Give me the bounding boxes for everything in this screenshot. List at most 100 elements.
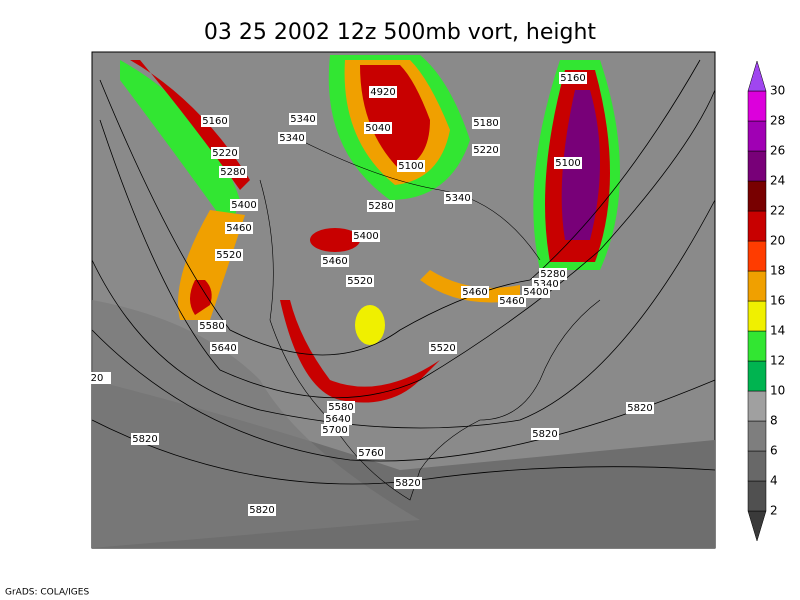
- contour-label: 5340: [290, 114, 315, 125]
- contour-label: 5580: [199, 321, 224, 332]
- contour-label-box: [364, 122, 392, 134]
- contour-label: 5180: [473, 118, 498, 129]
- contour-label-box: [429, 342, 457, 354]
- contour-label-box: [198, 320, 226, 332]
- contour-label-box: [230, 199, 258, 211]
- contour-label: 5520: [216, 250, 241, 261]
- contour-label-box: [444, 192, 472, 204]
- colorbar-box: [747, 180, 767, 212]
- contour-label: 5280: [540, 269, 565, 280]
- contour-label: 5460: [462, 287, 487, 298]
- contour-label: 5640: [325, 414, 350, 425]
- colorbar-label: 20: [770, 234, 785, 248]
- colorbar-label: 18: [770, 264, 785, 278]
- contour-label-box: [346, 275, 374, 287]
- contour-label: 5820: [532, 429, 557, 440]
- contour-label: 5520: [430, 343, 455, 354]
- contour-label-box: [131, 433, 159, 445]
- colorbar-box: [747, 120, 767, 152]
- colorbar-label: 12: [770, 354, 785, 368]
- contour-label: 5160: [560, 73, 585, 84]
- coastlines: [259, 139, 601, 501]
- contour-label: 5220: [212, 148, 237, 159]
- contour-label-box: [472, 117, 500, 129]
- vort-band: [280, 300, 440, 403]
- map: 5160522052805400546055205580564020534053…: [83, 51, 716, 549]
- colorbar-box: [747, 390, 767, 422]
- contour-label: 5400: [523, 287, 548, 298]
- contour-label-box: [289, 113, 317, 125]
- contour-label-box: [472, 144, 500, 156]
- colorbar-box: [747, 210, 767, 242]
- contour-label: 5400: [353, 231, 378, 242]
- contour-label: 5700: [322, 425, 347, 436]
- contour-label-box: [278, 132, 306, 144]
- contour-label: 5280: [368, 201, 393, 212]
- colorbar-label: 14: [770, 324, 785, 338]
- vort-band: [120, 60, 240, 230]
- contour-label: 5100: [398, 161, 423, 172]
- height-contours: [91, 59, 716, 485]
- contour-label-box: [352, 230, 380, 242]
- footer: GrADS: COLA/IGES: [5, 588, 89, 598]
- contour-label-box: [626, 402, 654, 414]
- field-shade: [92, 300, 420, 548]
- contour-label-box: [210, 342, 238, 354]
- contour-label: 5100: [555, 158, 580, 169]
- contour-label: 5760: [358, 448, 383, 459]
- vort-band: [310, 228, 360, 252]
- contour-label-box: [324, 413, 352, 425]
- contour-label: 5460: [322, 256, 347, 267]
- contour-label: 4920: [370, 87, 395, 98]
- contour-label-box: [461, 286, 489, 298]
- colorbar-label: 30: [770, 84, 785, 98]
- colorbar-label: 4: [770, 474, 778, 488]
- contour-label-box: [321, 255, 349, 267]
- title: 03 25 2002 12z 500mb vort, height: [204, 20, 597, 45]
- contour-label-box: [531, 428, 559, 440]
- contour-label: 5160: [202, 116, 227, 127]
- colorbar-box: [747, 300, 767, 332]
- colorbar-end: [747, 510, 767, 542]
- vort-band: [355, 305, 385, 345]
- colorbar-label: 8: [770, 414, 778, 428]
- contour-label: 5340: [279, 133, 304, 144]
- contour-label-box: [367, 200, 395, 212]
- contour-label: 5340: [445, 193, 470, 204]
- colorbar-end: [747, 60, 767, 92]
- contour-label: 5460: [226, 223, 251, 234]
- contour-label-box: [248, 504, 276, 516]
- contour-label: 5520: [347, 276, 372, 287]
- colorbar-label: 6: [770, 444, 778, 458]
- colorbar-box: [747, 450, 767, 482]
- contour-label-box: [394, 477, 422, 489]
- colorbar-label: 24: [770, 174, 785, 188]
- contour-label: 20: [91, 373, 104, 384]
- contour-label-box: [369, 86, 397, 98]
- contour-label-box: [83, 372, 111, 384]
- contour-label: 5640: [211, 343, 236, 354]
- contour-label-box: [225, 222, 253, 234]
- contour-label-box: [357, 447, 385, 459]
- contour-label-box: [321, 424, 349, 436]
- colorbar-box: [747, 360, 767, 392]
- contour-label: 5220: [473, 145, 498, 156]
- contour-label: 5460: [499, 296, 524, 307]
- contour-label-box: [219, 166, 247, 178]
- contour-label: 5820: [249, 505, 274, 516]
- contour-label: 5280: [220, 167, 245, 178]
- contour-label: 5580: [328, 402, 353, 413]
- contour-label-box: [539, 268, 567, 280]
- contour-label-box: [397, 160, 425, 172]
- contour-label: 5820: [395, 478, 420, 489]
- contour-label: 5820: [132, 434, 157, 445]
- colorbar-label: 10: [770, 384, 785, 398]
- colorbar-box: [747, 480, 767, 512]
- colorbar-label: 16: [770, 294, 785, 308]
- contour-label: 5820: [627, 403, 652, 414]
- contour-label-box: [215, 249, 243, 261]
- contour-label-box: [554, 157, 582, 169]
- colorbar-label: 2: [770, 504, 778, 518]
